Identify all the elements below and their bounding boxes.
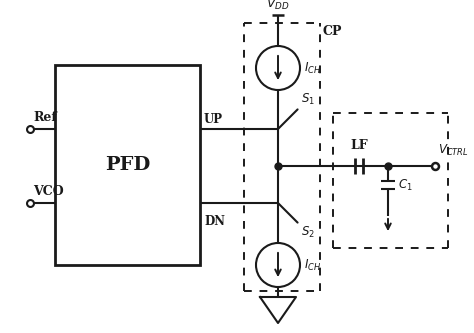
Text: $V_{CTRL}$: $V_{CTRL}$ xyxy=(438,143,469,158)
Text: PFD: PFD xyxy=(105,156,150,174)
Text: $S_2$: $S_2$ xyxy=(301,224,314,240)
Text: CP: CP xyxy=(323,25,343,38)
Text: VCO: VCO xyxy=(33,185,64,198)
Text: UP: UP xyxy=(204,113,223,126)
Text: $S_1$: $S_1$ xyxy=(301,92,315,108)
Text: LF: LF xyxy=(350,139,368,152)
Text: $I_{CH}$: $I_{CH}$ xyxy=(304,61,321,76)
Text: DN: DN xyxy=(204,215,225,228)
Text: Ref: Ref xyxy=(33,111,57,124)
Text: $I_{CH}$: $I_{CH}$ xyxy=(304,257,321,272)
Text: $C_1$: $C_1$ xyxy=(398,177,413,192)
Text: $V_{DD}$: $V_{DD}$ xyxy=(266,0,290,12)
Bar xyxy=(55,65,200,265)
